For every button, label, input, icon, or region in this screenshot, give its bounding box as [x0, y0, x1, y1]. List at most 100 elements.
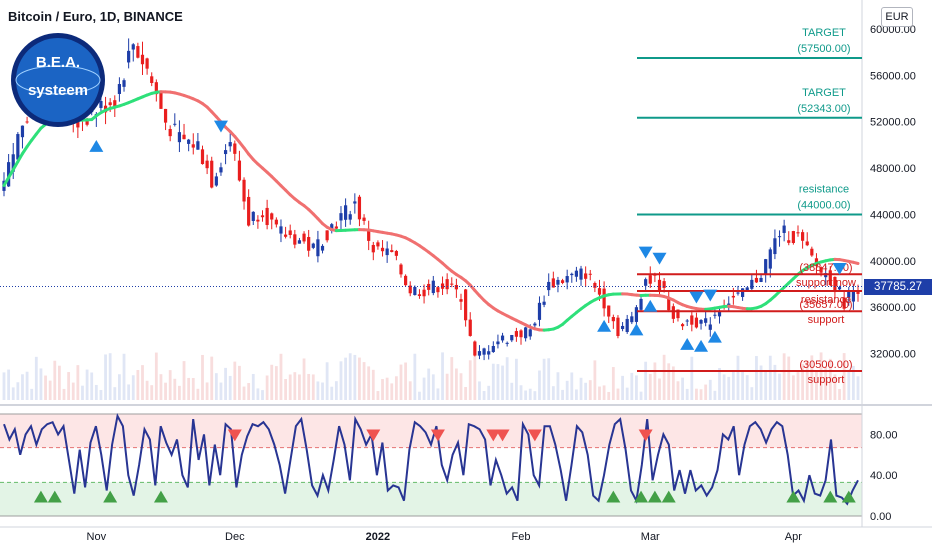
level-value: (57500.00): [797, 43, 850, 55]
volume-bar: [496, 364, 500, 400]
candle-body: [293, 234, 297, 245]
level-label: support: [808, 314, 845, 326]
candle-body: [547, 281, 551, 291]
oscillator-sell-triangle: [430, 429, 445, 442]
volume-bar: [588, 380, 592, 400]
candle-body: [791, 231, 795, 243]
oversold-band: [0, 482, 862, 516]
current-price-tag: 37785.27: [864, 279, 932, 295]
sell-signal-triangle: [689, 291, 704, 304]
volume-bar: [30, 388, 34, 400]
volume-bar: [118, 374, 121, 400]
currency-button[interactable]: EUR: [881, 7, 913, 27]
volume-bar: [468, 360, 472, 400]
volume-bar: [394, 376, 398, 400]
volume-bar: [367, 366, 371, 400]
volume-bar: [307, 373, 311, 400]
volume-bar: [445, 373, 449, 400]
volume-bar: [551, 386, 555, 400]
candle-body: [736, 292, 740, 294]
volume-bar: [593, 360, 597, 400]
volume-bar: [284, 379, 287, 400]
candle-body: [311, 243, 315, 248]
candle-body: [417, 294, 422, 297]
moving-average-segment: [7, 168, 15, 180]
volume-bar: [510, 382, 514, 400]
volume-bar: [99, 389, 103, 400]
volume-bar: [108, 353, 112, 400]
oscillator-buy-triangle: [103, 490, 118, 503]
volume-bar: [801, 363, 805, 400]
volume-bar: [173, 378, 177, 400]
candle-body: [159, 92, 163, 109]
oscillator-buy-triangle: [153, 490, 168, 503]
volume-bar: [348, 353, 352, 400]
sell-signal-triangle: [213, 120, 228, 133]
volume-bar: [44, 375, 47, 400]
buy-signal-triangle: [680, 338, 695, 350]
candle-body: [464, 289, 468, 321]
volume-bar: [219, 382, 223, 400]
candle-body: [376, 242, 380, 247]
volume-bar: [238, 365, 241, 400]
candle-body: [362, 217, 366, 221]
moving-average-segment: [2, 176, 11, 188]
candle-body: [205, 160, 209, 169]
oscillator-buy-triangle: [841, 490, 856, 503]
volume-bar: [94, 384, 98, 400]
level-label: resistance: [801, 294, 851, 306]
volume-bar: [25, 371, 29, 400]
volume-bar: [127, 384, 131, 400]
candle-body: [459, 299, 463, 302]
oscillator-buy-triangle: [786, 490, 801, 503]
candle-body: [187, 139, 191, 144]
volume-bar: [145, 380, 149, 400]
volume-bar: [16, 382, 20, 400]
volume-bar: [570, 372, 574, 400]
volume-bar: [667, 363, 671, 400]
volume-bar: [768, 355, 772, 400]
volume-bar: [658, 378, 661, 400]
candle-body: [353, 201, 357, 204]
volume-bar: [805, 360, 809, 400]
oscillator-buy-triangle: [634, 490, 649, 503]
candle-body: [390, 250, 394, 253]
volume-bar: [482, 391, 486, 400]
candle-body: [422, 289, 426, 297]
volume-bar: [265, 375, 269, 400]
candle-body: [210, 160, 214, 188]
volume-bar: [344, 357, 347, 400]
oscillator-sell-triangle: [638, 429, 653, 442]
volume-bar: [34, 356, 38, 400]
price-axis-label: 44000.00: [870, 209, 916, 221]
volume-bar: [85, 369, 89, 400]
candle-body: [671, 306, 675, 319]
time-axis-label: Nov: [87, 531, 107, 543]
volume-bar: [607, 391, 611, 400]
oscillator-buy-triangle: [606, 490, 621, 503]
level-label: support: [808, 374, 845, 386]
candle-body: [436, 287, 440, 293]
volume-bar: [381, 379, 384, 400]
candle-body: [487, 351, 491, 355]
level-value: (30500.00): [799, 359, 852, 371]
volume-bar: [713, 390, 717, 400]
candle-body: [657, 279, 662, 291]
candle-body: [519, 330, 523, 338]
candle-body: [717, 311, 722, 317]
volume-bar: [542, 358, 546, 400]
candle-body: [819, 267, 823, 273]
volume-bar: [48, 380, 52, 400]
volume-bar: [533, 391, 537, 400]
candle-body: [634, 307, 639, 322]
volume-bar: [538, 370, 541, 400]
candle-body: [177, 132, 182, 143]
volume-bar: [270, 364, 274, 400]
candle-body: [316, 239, 320, 257]
candle-body: [154, 82, 158, 95]
candle-body: [648, 275, 652, 284]
candle-body: [514, 331, 518, 337]
candle-body: [805, 241, 809, 246]
volume-bar: [708, 379, 712, 400]
